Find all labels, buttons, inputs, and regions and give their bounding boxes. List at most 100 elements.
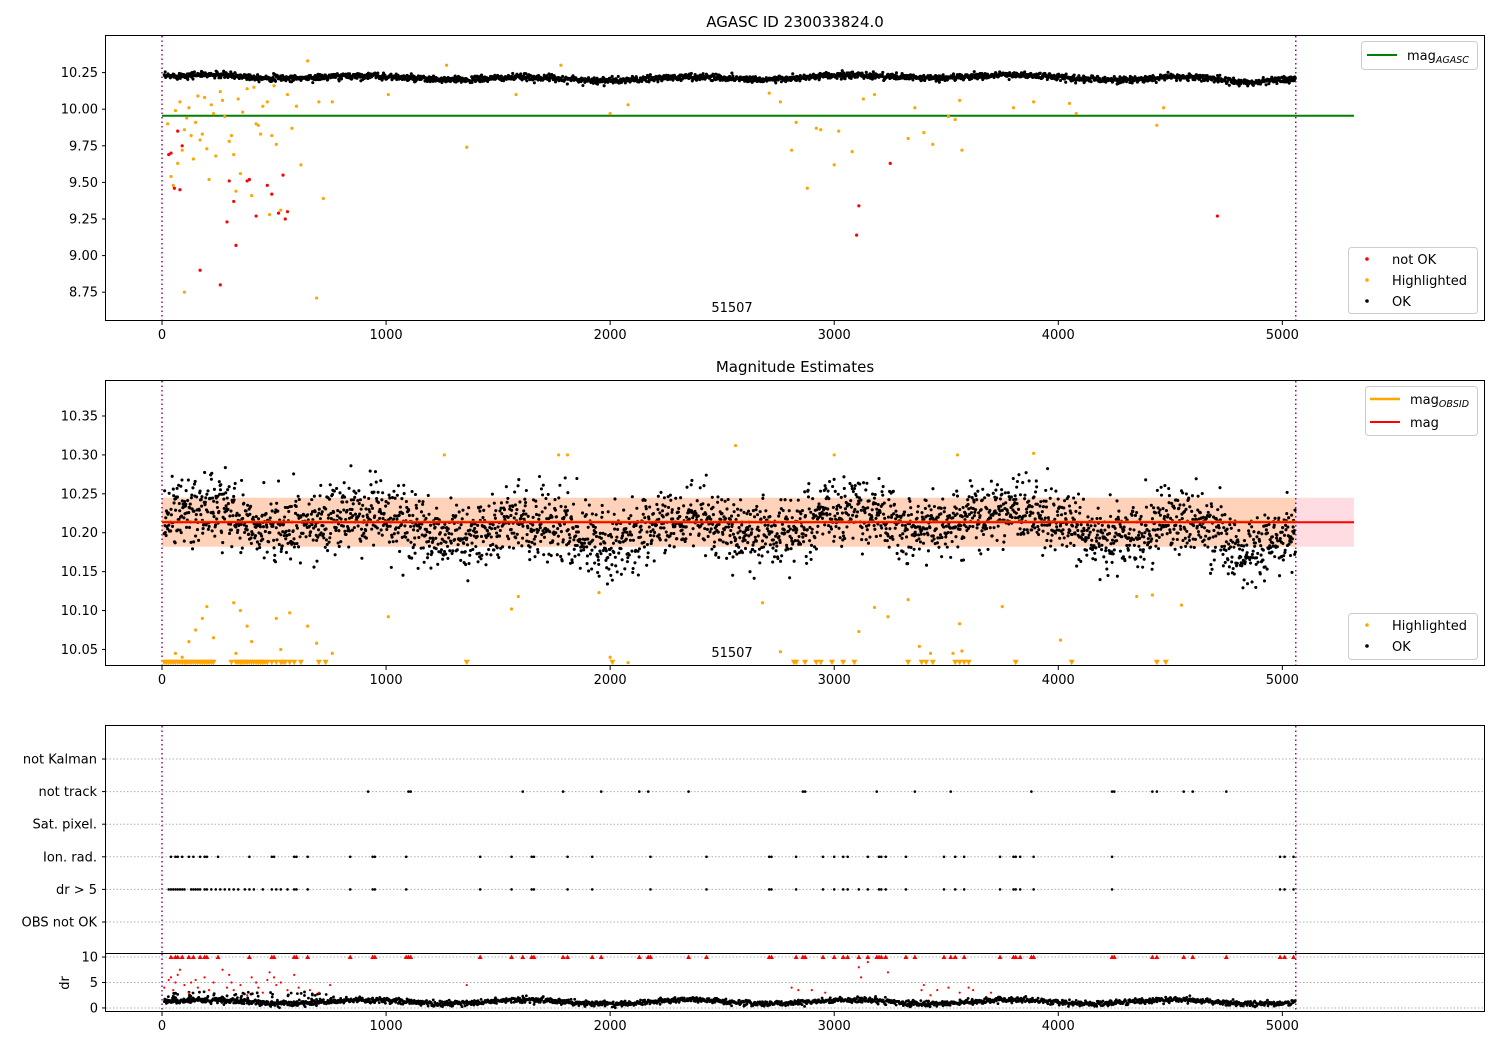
ok-point (525, 79, 529, 83)
ok-point (215, 505, 219, 510)
not-ok-point (283, 217, 287, 221)
highlighted-point (514, 92, 518, 97)
ok-point (1043, 546, 1047, 550)
ok-point (410, 556, 414, 560)
ok-point (670, 508, 674, 512)
ok-point (436, 542, 440, 546)
ok-point (284, 537, 288, 541)
ok-point (630, 495, 634, 499)
ok-point (446, 527, 450, 531)
ok-point (413, 551, 417, 555)
ok-point (344, 532, 348, 537)
ok-point (1046, 467, 1050, 471)
ok-point (857, 501, 861, 505)
ok-point (332, 489, 336, 493)
ok-point (894, 71, 899, 75)
ok-point (833, 514, 837, 518)
ok-point (307, 502, 311, 506)
ok-point (220, 551, 224, 555)
highlighted-point (790, 148, 794, 152)
ok-point (870, 508, 874, 512)
ok-point (258, 525, 262, 529)
ok-point (887, 545, 891, 549)
ok-point (846, 513, 851, 517)
highlighted-point (171, 183, 175, 187)
ok-point (716, 530, 720, 534)
highlighted-point (315, 296, 319, 300)
ok-point (809, 510, 813, 514)
ok-point (1067, 504, 1072, 508)
ok-point (614, 564, 618, 568)
ok-point (249, 536, 253, 540)
ok-point (966, 498, 970, 502)
ok-point (212, 487, 216, 491)
ok-point (447, 531, 451, 535)
ok-point (249, 504, 253, 508)
ok-point (922, 532, 926, 536)
ok-point (633, 561, 637, 565)
ok-point (179, 484, 183, 488)
p1-xtick-label: 3000 (818, 328, 851, 343)
ok-point (737, 545, 741, 549)
ok-point (231, 514, 235, 518)
ok-point (407, 508, 411, 512)
ok-point (493, 513, 497, 517)
ok-point (466, 579, 470, 583)
ok-point (381, 491, 385, 495)
ok-point (350, 507, 354, 512)
ok-point (326, 516, 330, 520)
ok-point (580, 511, 585, 515)
ok-point (875, 507, 879, 511)
ok-point (779, 559, 783, 563)
ok-point (928, 526, 932, 530)
ok-point (1006, 491, 1010, 495)
ok-point (538, 526, 542, 530)
ok-point (578, 538, 582, 542)
ok-point (1034, 479, 1038, 483)
ok-point (684, 537, 688, 541)
ok-point (389, 72, 393, 76)
ok-point (814, 514, 818, 518)
ok-point (343, 529, 347, 533)
ok-point (277, 542, 281, 547)
ok-point (493, 526, 497, 531)
ok-point (839, 495, 843, 499)
ok-point (264, 512, 268, 516)
ok-point (603, 532, 607, 536)
ok-point (497, 555, 501, 560)
ok-point (1072, 496, 1076, 500)
ok-point (547, 79, 551, 83)
ok-point (494, 509, 498, 513)
ok-point (582, 541, 586, 545)
ok-point (191, 77, 195, 81)
ok-point (756, 513, 760, 517)
ok-point (658, 538, 662, 542)
ok-point (376, 71, 380, 75)
ok-point (721, 540, 725, 544)
ok-point (785, 517, 789, 521)
ok-point (515, 508, 519, 512)
ok-point (388, 496, 392, 500)
ok-point (519, 72, 523, 76)
ok-point (539, 539, 543, 543)
highlighted-point (191, 157, 195, 161)
ok-point (663, 548, 668, 552)
ok-point (337, 79, 341, 83)
ok-point (192, 482, 196, 486)
ok-point (482, 508, 486, 512)
ok-point (1046, 532, 1050, 536)
ok-point (1040, 510, 1044, 514)
ok-point (263, 529, 267, 534)
ok-point (592, 76, 596, 80)
ok-point (822, 512, 826, 516)
ok-point (903, 523, 907, 528)
ok-point (516, 484, 520, 488)
not-ok-point (218, 283, 222, 287)
ok-point (1016, 532, 1020, 536)
ok-point (356, 498, 360, 503)
ok-point (942, 525, 946, 529)
ok-point (321, 532, 325, 536)
ok-point (586, 525, 590, 529)
ok-point (655, 502, 659, 507)
ok-point (663, 504, 667, 508)
